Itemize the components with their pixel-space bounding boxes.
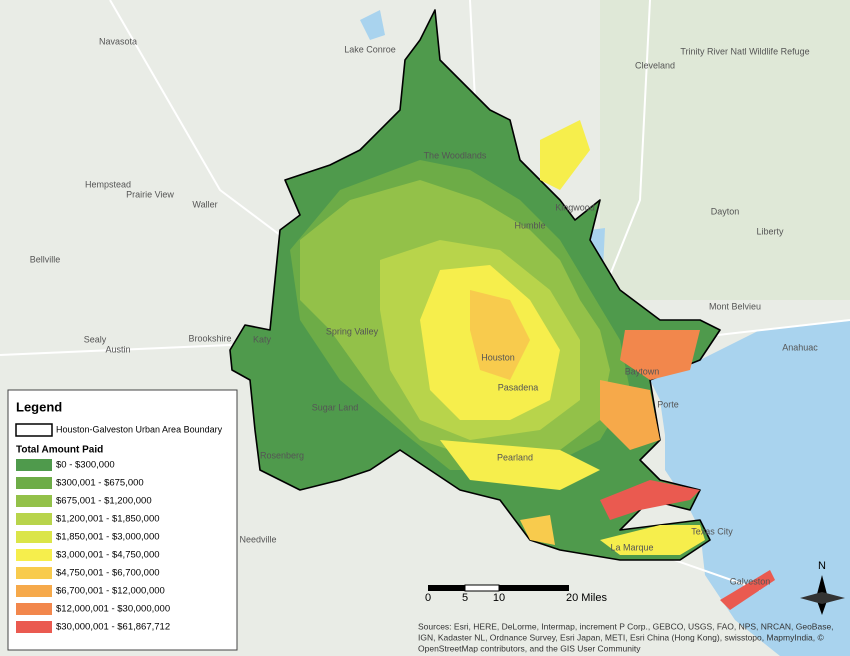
place-label: Pearland xyxy=(497,452,533,462)
legend-swatch xyxy=(16,603,52,615)
legend-label: $30,000,001 - $61,867,712 xyxy=(56,622,170,633)
place-label: Katy xyxy=(253,334,272,344)
place-label: Brookshire xyxy=(188,333,231,343)
legend-label: $3,000,001 - $4,750,000 xyxy=(56,550,160,561)
scale-segment xyxy=(428,585,465,591)
region xyxy=(620,330,700,380)
place-label: Humble xyxy=(514,220,545,230)
place-label: Spring Valley xyxy=(326,326,379,336)
attribution-line: OpenStreetMap contributors, and the GIS … xyxy=(418,643,641,653)
scale-segment xyxy=(499,585,569,591)
legend-label: $4,750,001 - $6,700,000 xyxy=(56,568,160,579)
scale-segment xyxy=(464,584,500,592)
place-label: Needville xyxy=(239,534,276,544)
legend-swatch xyxy=(16,585,52,597)
scale-label: 5 xyxy=(462,592,468,604)
region xyxy=(600,525,705,555)
north-arrow: N xyxy=(800,560,845,615)
place-label: La Marque xyxy=(610,542,653,552)
place-label: Porte xyxy=(657,399,679,409)
attribution: Sources: Esri, HERE, DeLorme, Intermap, … xyxy=(418,621,834,653)
place-label: Navasota xyxy=(99,36,137,46)
scale-label: 0 xyxy=(425,592,431,604)
place-label: Mont Belvieu xyxy=(709,301,761,311)
legend-swatch xyxy=(16,567,52,579)
legend-swatch xyxy=(16,621,52,633)
legend: Legend Houston-Galveston Urban Area Boun… xyxy=(7,389,238,651)
place-label: Pasadena xyxy=(498,382,539,392)
north-label: N xyxy=(818,560,826,572)
legend-label: $6,700,001 - $12,000,000 xyxy=(56,586,165,597)
place-label: Austin xyxy=(105,344,130,354)
legend-subtitle: Total Amount Paid xyxy=(16,445,103,456)
classes xyxy=(290,120,775,610)
region xyxy=(470,290,530,380)
place-label: Dayton xyxy=(711,206,740,216)
legend-label: $12,000,001 - $30,000,000 xyxy=(56,604,170,615)
place-label: Houston xyxy=(481,352,515,362)
legend-swatch xyxy=(16,549,52,561)
place-label: Hempstead xyxy=(85,179,131,189)
legend-label: $675,001 - $1,200,000 xyxy=(56,496,152,507)
boundary-swatch xyxy=(15,423,53,437)
lake-conroe xyxy=(360,10,385,40)
place-label: Prairie View xyxy=(126,189,174,199)
place-label: Anahuac xyxy=(782,342,818,352)
legend-label: $1,850,001 - $3,000,000 xyxy=(56,532,160,543)
legend-swatch xyxy=(16,513,52,525)
legend-swatch xyxy=(16,477,52,489)
region xyxy=(520,515,555,545)
region xyxy=(440,440,600,490)
legend-title: Legend xyxy=(16,399,62,414)
legend-swatch xyxy=(16,459,52,471)
place-label: Sealy xyxy=(84,334,107,344)
legend-label: $300,001 - $675,000 xyxy=(56,478,144,489)
attribution-line: Sources: Esri, HERE, DeLorme, Intermap, … xyxy=(418,621,834,631)
place-label: Galveston xyxy=(730,576,771,586)
place-label: Baytown xyxy=(625,366,660,376)
place-label: Sugar Land xyxy=(312,402,359,412)
legend-swatch xyxy=(16,495,52,507)
legend-swatch xyxy=(16,531,52,543)
place-label: Trinity River Natl Wildlife Refuge xyxy=(680,46,809,56)
scale-label: 20 Miles xyxy=(566,592,607,604)
galveston-bay xyxy=(650,320,850,656)
region xyxy=(540,120,590,190)
place-label: Lake Conroe xyxy=(344,44,396,54)
place-label: Liberty xyxy=(756,226,784,236)
scale-bar: 0 5 10 20 Miles xyxy=(425,584,607,604)
place-label: Rosenberg xyxy=(260,450,304,460)
place-label: The Woodlands xyxy=(424,150,487,160)
place-label: Kingwood xyxy=(555,202,595,212)
region xyxy=(720,570,775,610)
place-label: Texas City xyxy=(691,526,733,536)
attribution-line: IGN, Kadaster NL, Ordnance Survey, Esri … xyxy=(418,632,825,642)
legend-label: $1,200,001 - $1,850,000 xyxy=(56,514,160,525)
forest xyxy=(600,0,850,300)
legend-label: $0 - $300,000 xyxy=(56,460,115,471)
scale-label: 10 xyxy=(493,592,505,604)
region xyxy=(600,380,660,450)
place-label: Waller xyxy=(192,199,217,209)
boundary-label: Houston-Galveston Urban Area Boundary xyxy=(56,424,223,434)
place-label: Cleveland xyxy=(635,60,675,70)
region xyxy=(600,480,700,520)
place-label: Bellville xyxy=(30,254,61,264)
